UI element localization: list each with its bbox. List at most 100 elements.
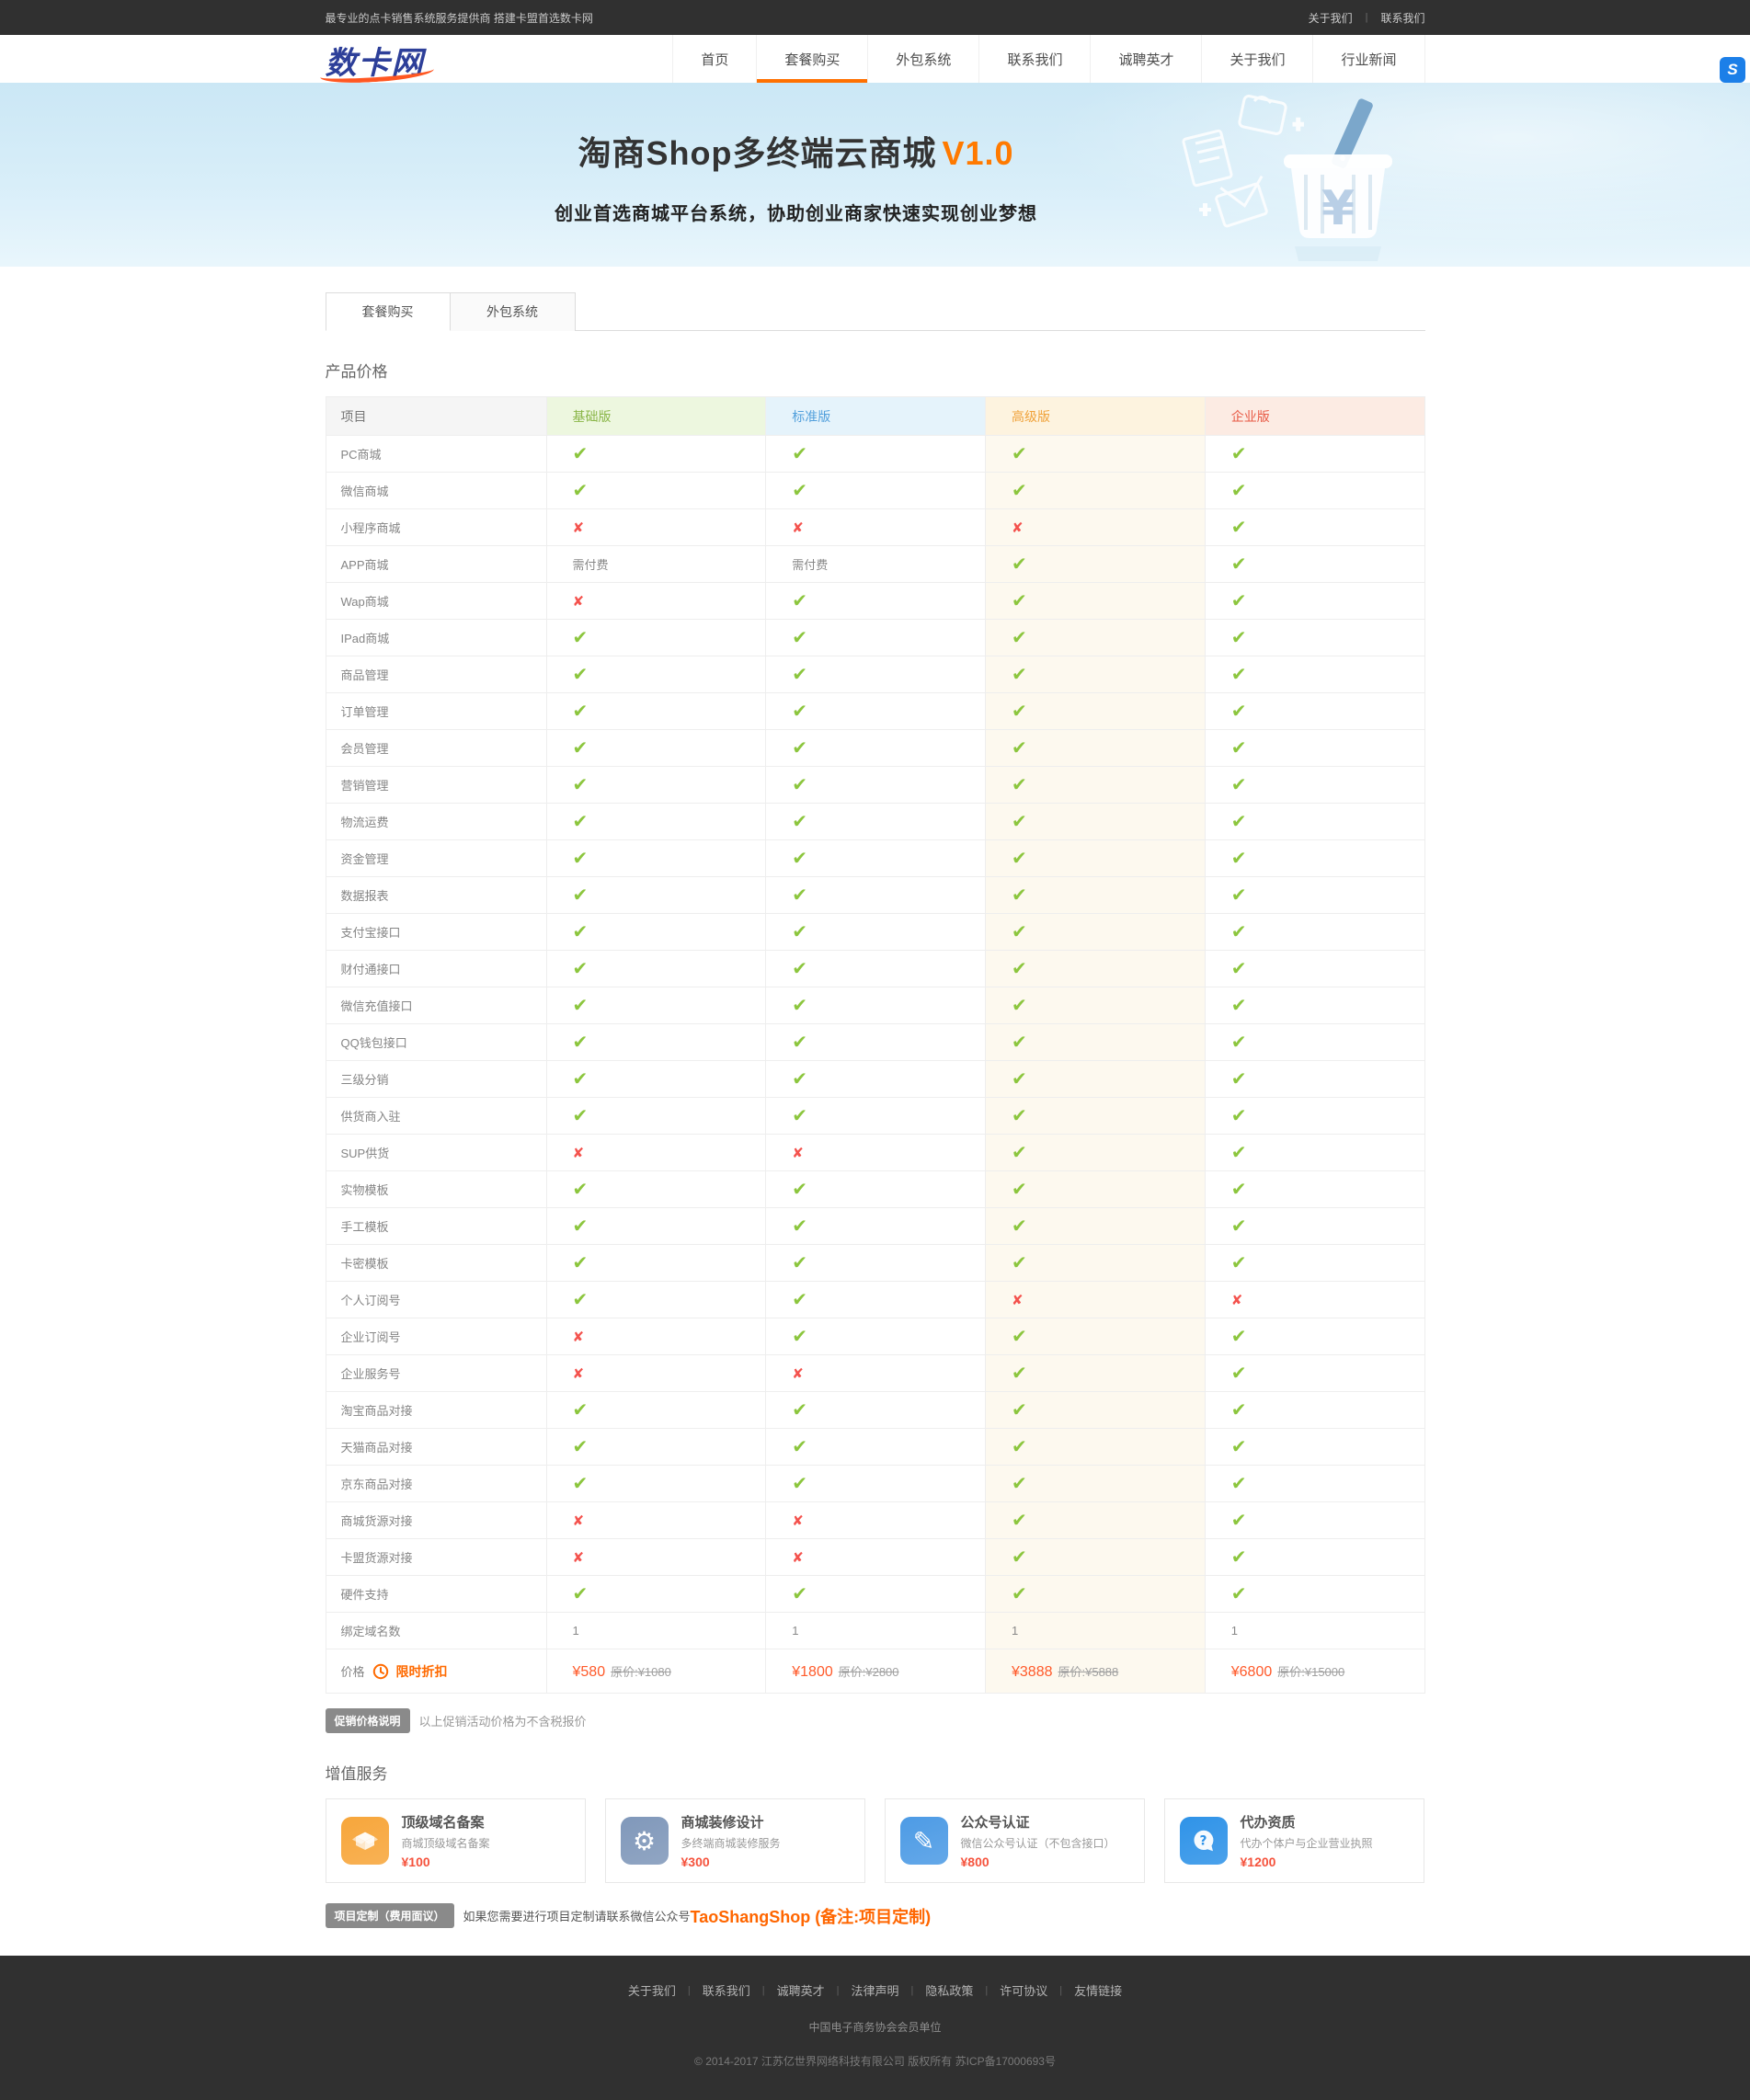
feature-label: 小程序商城 <box>325 508 547 546</box>
service-card-2[interactable]: ✎ 公众号认证 微信公众号认证（不包含接口） ¥800 <box>884 1798 1145 1883</box>
check-icon: ✔ <box>1012 1216 1027 1237</box>
check-icon: ✔ <box>792 481 808 501</box>
footer-link-6[interactable]: 友情链接 <box>1074 1984 1123 1998</box>
feature-label: 实物模板 <box>325 1170 547 1208</box>
custom-project-highlight: TaoShangShop (备注:项目定制) <box>690 1907 932 1926</box>
table-row: 天猫商品对接 ✔ ✔ ✔ ✔ <box>325 1428 1425 1466</box>
footer-link-0[interactable]: 关于我们 <box>627 1984 676 1998</box>
check-icon: ✔ <box>1230 554 1247 575</box>
feature-value: ✔ <box>765 950 986 987</box>
feature-value: ✔ <box>545 950 767 987</box>
feature-label: 企业订阅号 <box>325 1318 547 1355</box>
topbar-link-1[interactable]: 联系我们 <box>1380 11 1425 25</box>
feature-value: ✔ <box>985 656 1206 693</box>
feature-label: IPad商城 <box>325 619 547 656</box>
check-icon: ✔ <box>1230 444 1247 464</box>
feature-value: ✔ <box>985 472 1206 509</box>
pencil-icon: ✎ <box>899 1817 948 1865</box>
check-icon: ✔ <box>572 665 589 685</box>
topbar-link-0[interactable]: 关于我们 <box>1308 11 1353 25</box>
svg-text:¥: ¥ <box>1321 181 1354 236</box>
table-row: 硬件支持 ✔ ✔ ✔ ✔ <box>325 1575 1425 1613</box>
nav-item-6[interactable]: 行业新闻 <box>1312 35 1425 83</box>
nav-item-0[interactable]: 首页 <box>672 35 756 83</box>
service-cards: 顶级域名备案 商城顶级域名备案 ¥100 ⚙ 商城装修设计 多终端商城装修服务 ¥300 ✎ 公… <box>325 1798 1425 1883</box>
service-card-price: ¥800 <box>960 1855 989 1869</box>
custom-project-text: 如果您需要进行项目定制请联系微信公众号 <box>463 1910 691 1923</box>
table-row: 资金管理 ✔ ✔ ✔ ✔ <box>325 839 1425 877</box>
site-footer: 关于我们 | 联系我们 | 诚聘英才 | 法律声明 | 隐私政策 | 许可协议 | 友情链接 中国电子商… <box>0 1956 1750 2100</box>
check-icon: ✔ <box>792 738 808 759</box>
check-icon: ✔ <box>1012 922 1027 942</box>
nav-item-2[interactable]: 外包系统 <box>867 35 978 83</box>
customer-service-float-icon[interactable]: S <box>1720 57 1745 83</box>
pricing-col-header-2: 高级版 <box>985 396 1206 436</box>
custom-project-badge: 项目定制（费用面议） <box>325 1903 454 1928</box>
service-card-0[interactable]: 顶级域名备案 商城顶级域名备案 ¥100 <box>325 1798 586 1883</box>
pricing-section-title: 产品价格 <box>325 363 388 381</box>
service-card-1[interactable]: ⚙ 商城装修设计 多终端商城装修服务 ¥300 <box>604 1798 865 1883</box>
feature-value: ✔ <box>985 545 1206 583</box>
feature-value: ✔ <box>985 876 1206 914</box>
check-icon: ✔ <box>1012 1511 1027 1531</box>
cross-icon: ✘ <box>572 1549 585 1566</box>
feature-value: ✘ <box>765 1538 986 1576</box>
footer-link-4[interactable]: 隐私政策 <box>925 1984 974 1998</box>
sale-price: ¥1800 <box>792 1663 833 1680</box>
footer-link-2[interactable]: 诚聘英才 <box>776 1984 825 1998</box>
footer-link-1[interactable]: 联系我们 <box>702 1984 750 1998</box>
feature-label: 营销管理 <box>325 766 547 804</box>
promo-note: 促销价格说明 以上促销活动价格为不含税报价 <box>325 1708 1425 1733</box>
site-logo[interactable]: 数卡网 <box>326 35 425 83</box>
site-logo-text: 数卡网 <box>326 38 425 83</box>
feature-label: SUP供货 <box>325 1134 547 1171</box>
feature-value: ✘ <box>765 1354 986 1392</box>
feature-value: ✔ <box>545 987 767 1024</box>
nav-item-4[interactable]: 诚聘英才 <box>1090 35 1201 83</box>
feature-value: ✔ <box>985 1318 1206 1355</box>
cross-icon: ✘ <box>1012 519 1024 536</box>
nav-item-3[interactable]: 联系我们 <box>978 35 1090 83</box>
check-icon: ✔ <box>572 628 589 648</box>
feature-value: ✘ <box>545 1354 767 1392</box>
feature-label: 三级分销 <box>325 1060 547 1098</box>
check-icon: ✔ <box>572 959 589 979</box>
feature-value: 需付费 <box>765 545 986 583</box>
feature-value: ✔ <box>985 950 1206 987</box>
feature-value: ✔ <box>545 692 767 730</box>
promo-note-badge: 促销价格说明 <box>325 1708 410 1733</box>
footer-link-5[interactable]: 许可协议 <box>1000 1984 1048 1998</box>
check-icon: ✔ <box>1012 775 1027 795</box>
feature-value: ✔ <box>545 472 767 509</box>
footer-link-3[interactable]: 法律声明 <box>851 1984 899 1998</box>
cross-icon: ✘ <box>572 1512 585 1529</box>
table-row: 微信商城 ✔ ✔ ✔ ✔ <box>325 472 1425 509</box>
check-icon: ✔ <box>1012 444 1027 464</box>
feature-value: ✔ <box>545 1097 767 1135</box>
check-icon: ✔ <box>572 1180 589 1200</box>
feature-value: ✔ <box>1204 1575 1425 1613</box>
cross-icon: ✘ <box>792 1549 804 1566</box>
feature-value: ✔ <box>985 1097 1206 1135</box>
check-icon: ✔ <box>1230 775 1247 795</box>
feature-value: ✔ <box>765 839 986 877</box>
check-icon: ✔ <box>792 1290 808 1310</box>
check-icon: ✔ <box>792 1474 808 1494</box>
promo-note-text: 以上促销活动价格为不含税报价 <box>418 1715 587 1729</box>
feature-value: ✔ <box>545 876 767 914</box>
check-icon: ✔ <box>792 959 808 979</box>
table-row: 物流运费 ✔ ✔ ✔ ✔ <box>325 803 1425 840</box>
service-card-price: ¥300 <box>681 1855 710 1869</box>
tab-1[interactable]: 外包系统 <box>450 292 576 331</box>
nav-item-1[interactable]: 套餐购买 <box>756 35 868 83</box>
feature-label: 商城货源对接 <box>325 1501 547 1539</box>
feature-value: ✔ <box>1204 1538 1425 1576</box>
check-icon: ✔ <box>1012 1437 1027 1457</box>
tab-0[interactable]: 套餐购买 <box>325 292 451 331</box>
feature-value: ✔ <box>545 1575 767 1613</box>
feature-value: ✔ <box>765 692 986 730</box>
feature-value: ✔ <box>545 619 767 656</box>
table-row: 绑定域名数 1 1 1 1 <box>325 1612 1425 1649</box>
service-card-3[interactable]: ? 代办资质 代办个体户与企业营业执照 ¥1200 <box>1163 1798 1424 1883</box>
nav-item-5[interactable]: 关于我们 <box>1201 35 1312 83</box>
